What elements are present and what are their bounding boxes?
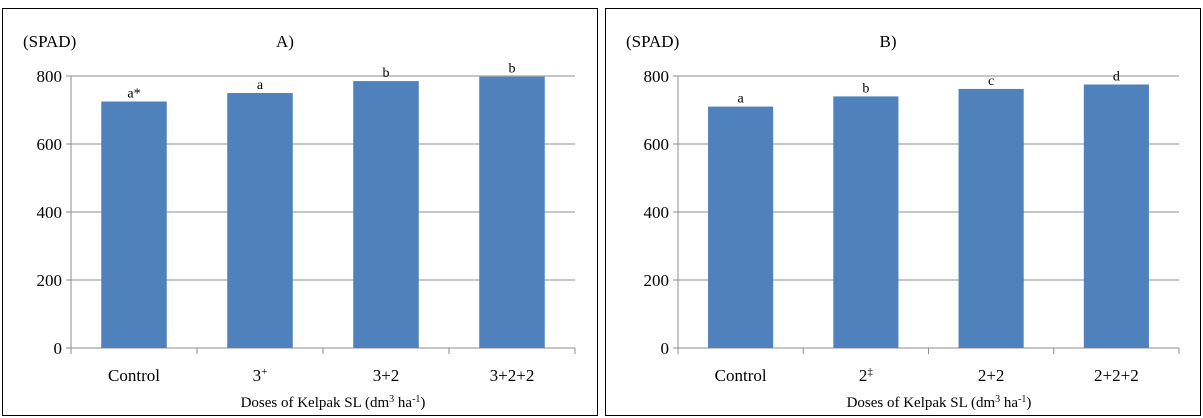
x-tick-label: Control bbox=[108, 366, 160, 385]
chart-panel-a: (SPAD) A) 0 200 400 600 800 a* Control a 3+ b 3+2 b… bbox=[2, 8, 598, 416]
y-tick-label: 800 bbox=[37, 67, 63, 86]
bar bbox=[958, 88, 1024, 349]
y-tick-label: 200 bbox=[37, 271, 63, 290]
x-tick-label: 2‡ bbox=[859, 366, 874, 385]
bar-data-label: c bbox=[988, 74, 994, 89]
chart-panel-b: (SPAD) B) 0 200 400 600 800 a Control b 2‡ c 2+2 d 2… bbox=[605, 8, 1201, 416]
bar bbox=[353, 81, 419, 348]
y-tick-label: 800 bbox=[644, 67, 670, 86]
bar bbox=[227, 93, 293, 348]
unit-label: (SPAD) bbox=[626, 32, 679, 51]
x-axis-title: Doses of Kelpak SL (dm3 ha-1) bbox=[241, 394, 426, 412]
bar-data-label: d bbox=[1113, 70, 1120, 85]
y-tick-label: 600 bbox=[37, 135, 63, 154]
chart-b-svg: (SPAD) B) 0 200 400 600 800 a Control b 2‡ c 2+2 d 2… bbox=[626, 32, 1180, 412]
y-tick-label: 200 bbox=[644, 271, 670, 290]
bar-data-label: b bbox=[509, 62, 516, 77]
bar bbox=[833, 96, 899, 349]
bar-data-label: b bbox=[862, 81, 869, 96]
bar-data-label: a bbox=[738, 92, 745, 107]
y-tick-label: 0 bbox=[661, 339, 670, 358]
bar bbox=[101, 101, 167, 348]
bar-data-label: b bbox=[383, 66, 390, 81]
bar bbox=[708, 106, 774, 348]
y-tick-label: 600 bbox=[644, 135, 670, 154]
panel-label: B) bbox=[880, 32, 897, 51]
y-tick-label: 400 bbox=[644, 203, 670, 222]
x-axis-title: Doses of Kelpak SL (dm3 ha-1) bbox=[847, 394, 1032, 412]
bar-data-label: a bbox=[257, 78, 264, 93]
bar bbox=[1083, 84, 1149, 348]
unit-label: (SPAD) bbox=[23, 32, 76, 51]
x-tick-label: 3+2 bbox=[373, 366, 400, 385]
x-tick-label: 2+2 bbox=[978, 366, 1005, 385]
x-tick-label: Control bbox=[715, 366, 767, 385]
bar-data-label: a* bbox=[127, 87, 140, 102]
bar bbox=[479, 76, 545, 349]
x-tick-label: 2+2+2 bbox=[1094, 366, 1139, 385]
chart-a-svg: (SPAD) A) 0 200 400 600 800 a* Control a 3+ b 3+2 b… bbox=[23, 32, 576, 412]
y-tick-label: 400 bbox=[37, 203, 63, 222]
x-tick-label: 3+2+2 bbox=[490, 366, 535, 385]
panel-label: A) bbox=[276, 32, 294, 51]
x-tick-label: 3+ bbox=[253, 366, 268, 385]
y-tick-label: 0 bbox=[54, 339, 63, 358]
